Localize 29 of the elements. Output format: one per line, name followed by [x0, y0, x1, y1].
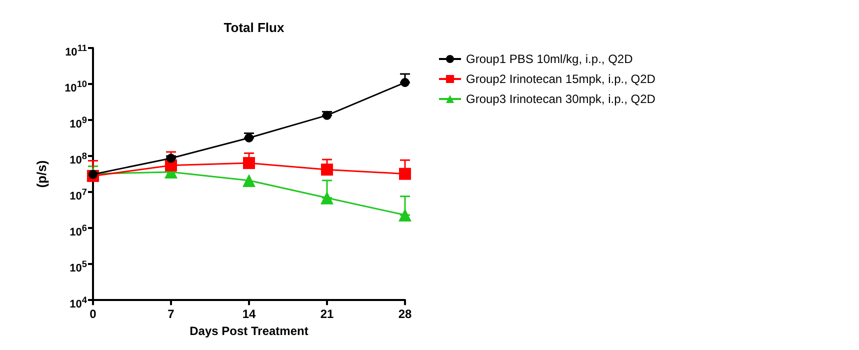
x-tick-label: 14	[242, 307, 256, 322]
y-tick-label: 10$^{7}$	[70, 186, 87, 205]
y-tick-label: 10$^{10}$	[64, 78, 87, 97]
y-tick-label: 10$^{11}$	[65, 42, 87, 61]
x-tick-label: 7	[168, 307, 175, 322]
x-tick-label: 28	[398, 307, 412, 322]
legend-label: Group2 Irinotecan 15mpk, i.p., Q2D	[466, 72, 656, 86]
point	[242, 174, 256, 187]
y-tick-label: 10$^{6}$	[70, 222, 87, 241]
chart-title: Total Flux	[224, 20, 285, 35]
point	[322, 110, 332, 120]
y-tick-label: 10$^{4}$	[70, 294, 87, 313]
point	[398, 208, 412, 222]
y-tick-label: 10$^{5}$	[70, 258, 87, 277]
y-tick-label: 10$^{8}$	[70, 150, 87, 169]
point	[320, 191, 334, 204]
point	[166, 154, 176, 163]
x-tick-label: 21	[320, 307, 334, 322]
legend-label: Group1 PBS 10ml/kg, i.p., Q2D	[466, 52, 634, 66]
x-tick-label: 0	[90, 307, 97, 322]
legend-label: Group3 Irinotecan 30mpk, i.p., Q2D	[466, 92, 656, 106]
x-axis-title: Days Post Treatment	[190, 324, 308, 338]
point	[400, 78, 410, 88]
point	[244, 133, 254, 142]
point	[321, 164, 333, 176]
y-tick-label: 10$^{9}$	[70, 114, 87, 133]
point	[399, 168, 411, 180]
point	[243, 157, 255, 170]
y-axis-title: (p/s)	[34, 160, 49, 188]
